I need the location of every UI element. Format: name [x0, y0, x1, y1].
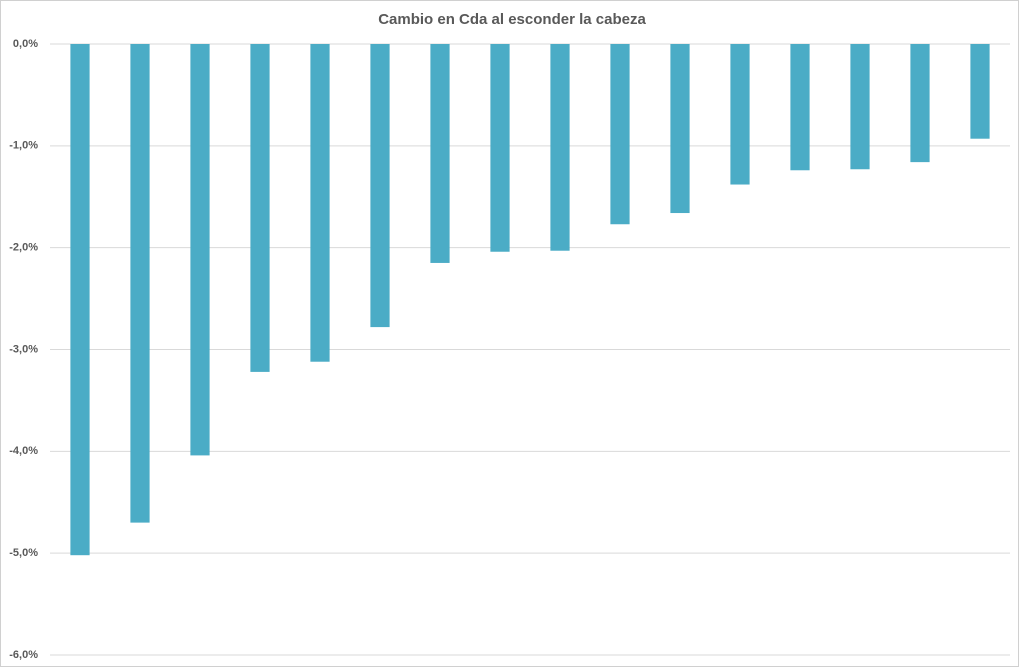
bar: [250, 44, 270, 372]
bar: [910, 44, 930, 163]
bar: [370, 44, 390, 328]
bar: [850, 44, 870, 170]
bar: [610, 44, 630, 225]
bar: [730, 44, 750, 185]
bar: [430, 44, 450, 263]
bar: [190, 44, 210, 456]
bar: [550, 44, 570, 251]
bar: [130, 44, 150, 523]
y-tick-label: 0,0%: [13, 38, 38, 50]
y-tick-label: -3,0%: [9, 343, 38, 355]
bar: [310, 44, 330, 362]
bar: [670, 44, 690, 214]
bar: [970, 44, 990, 139]
y-tick-label: -2,0%: [9, 242, 38, 254]
bar: [70, 44, 90, 556]
chart-title: Cambio en Cda al esconder la cabeza: [378, 11, 646, 28]
y-tick-label: -6,0%: [9, 649, 38, 661]
y-tick-label: -1,0%: [9, 140, 38, 152]
y-tick-label: -5,0%: [9, 547, 38, 559]
bar: [490, 44, 510, 252]
y-tick-label: -4,0%: [9, 445, 38, 457]
bar: [790, 44, 810, 171]
